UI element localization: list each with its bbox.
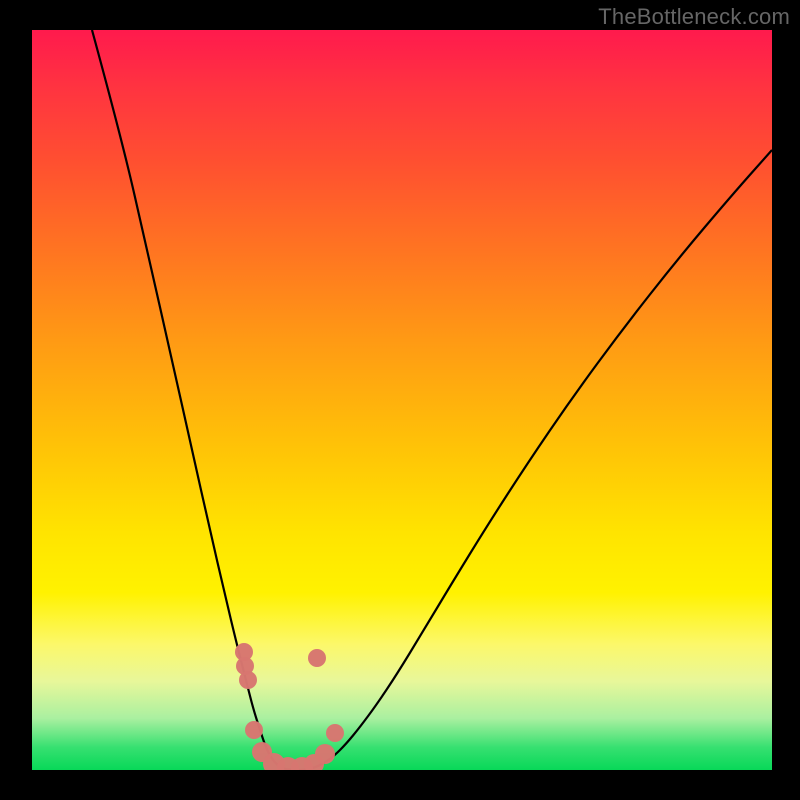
marker-dot: [326, 724, 344, 742]
marker-dot: [308, 649, 326, 667]
marker-dot: [239, 671, 257, 689]
marker-dot: [245, 721, 263, 739]
watermark-text: TheBottleneck.com: [598, 4, 790, 30]
marker-cluster: [235, 643, 344, 770]
marker-dot: [315, 744, 335, 764]
curve-layer: [32, 30, 772, 770]
bottleneck-curve: [92, 30, 772, 770]
plot-area: [32, 30, 772, 770]
chart-frame: TheBottleneck.com: [0, 0, 800, 800]
